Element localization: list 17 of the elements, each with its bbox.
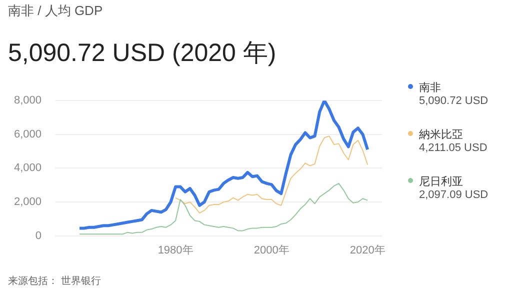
text: 2,097.09 USD <box>419 189 488 201</box>
legend-label: 尼日利亚 <box>419 175 464 189</box>
text: 5,090.72 USD <box>419 95 488 107</box>
y-tick-label: 0 <box>35 230 42 242</box>
x-tick-label: 2020年 <box>350 244 386 256</box>
y-tick-label: 6,000 <box>14 128 42 140</box>
x-tick-label: 2000年 <box>254 244 290 256</box>
y-tick-label: 2,000 <box>14 196 42 208</box>
legend-label: 南非 <box>419 81 442 95</box>
legend-label: 納米比亞 <box>419 128 464 142</box>
text: 来源包括： 世界银行 <box>8 274 101 288</box>
chart-title: 5,090.72 USD (2020 年) <box>8 38 276 69</box>
text: 4,211.05 USD <box>419 142 488 154</box>
y-tick-label: 4,000 <box>14 162 42 174</box>
y-tick-label: 8,000 <box>14 94 42 107</box>
chart-subtitle: 南非 / 人均 GDP <box>8 2 103 20</box>
x-tick-label: 1980年 <box>158 244 194 256</box>
